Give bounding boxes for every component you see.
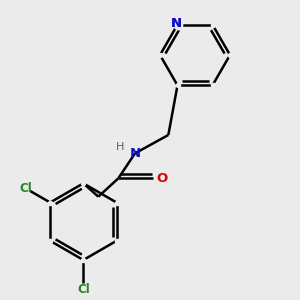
Text: O: O (156, 172, 167, 185)
Text: N: N (129, 147, 141, 160)
Text: Cl: Cl (77, 283, 90, 296)
Text: N: N (170, 16, 182, 29)
Text: N: N (170, 16, 182, 29)
Text: Cl: Cl (19, 182, 32, 195)
Text: H: H (116, 142, 124, 152)
